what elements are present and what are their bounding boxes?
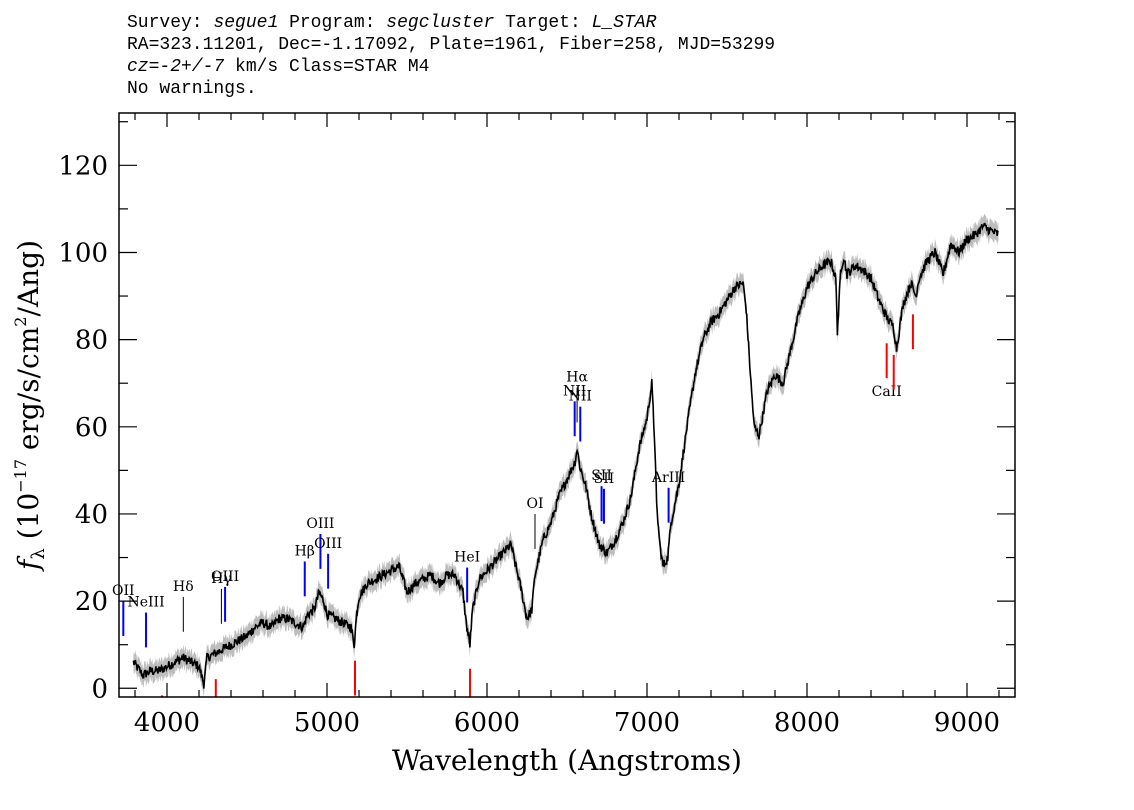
header-line-warnings: No warnings.	[127, 79, 257, 99]
target-value: L_STAR	[591, 13, 657, 33]
y-tick-label: 100	[58, 238, 108, 268]
x-tick-label: 9000	[934, 708, 1000, 738]
program-label: Program:	[289, 13, 376, 33]
redshift-value: cz=-2+/-7	[127, 57, 225, 77]
program-value: segcluster	[386, 13, 495, 33]
plot-frame	[118, 112, 1016, 698]
x-axis-title: Wavelength (Angstroms)	[392, 744, 742, 777]
y-tick-label: 20	[75, 587, 108, 617]
y-tick-label: 60	[75, 413, 108, 443]
tick-labels: 4000 5000 6000 7000 8000 9000 0 20 40 60 80 100 120	[58, 151, 1000, 738]
flux-line	[132, 222, 1000, 689]
line-label: OI	[526, 496, 543, 512]
line-label: NII	[569, 389, 592, 405]
line-label: SII	[594, 471, 615, 487]
line-label: Hβ	[295, 543, 315, 559]
x-tick-label: 6000	[454, 708, 520, 738]
spectral-lines: OIINeIIIHδHγOIIIHβOIIIOIIIHeIOINIIHαNIIS…	[112, 314, 914, 697]
x-tick-label: 5000	[294, 708, 360, 738]
line-label: NeIII	[127, 595, 164, 611]
header-line-redshift: cz=-2+/-7 km/s Class=STAR M4	[127, 56, 775, 78]
line-label: Hδ	[173, 579, 194, 595]
line-label: Hα	[566, 370, 588, 386]
class-value: km/s Class=STAR M4	[224, 57, 430, 77]
header-line-survey: Survey: segue1 Program: segcluster Targe…	[127, 12, 775, 34]
flux-error-band	[133, 214, 999, 697]
line-label: ArIII	[651, 470, 685, 486]
x-tick-label: 4000	[134, 708, 200, 738]
y-tick-label: 120	[58, 151, 108, 181]
spectrum-header: Survey: segue1 Program: segcluster Targe…	[127, 12, 775, 100]
line-label: SII	[591, 468, 612, 484]
survey-label: Survey:	[127, 13, 203, 33]
y-axis-title: fλ (10−17 erg/s/cm2/Ang)	[11, 240, 49, 572]
y-tick-label: 40	[75, 500, 108, 530]
axis-ticks	[119, 113, 1015, 697]
survey-value: segue1	[213, 13, 279, 33]
header-line-coordinates: RA=323.11201, Dec=-1.17092, Plate=1961, …	[127, 35, 776, 55]
line-label: OIII	[314, 536, 342, 552]
line-label: OIII	[306, 516, 334, 532]
line-label: NII	[563, 383, 586, 399]
svg-text:fλ (10−17 erg/s/cm2/Ang): fλ (10−17 erg/s/cm2/Ang)	[11, 240, 49, 572]
line-label: OIII	[211, 569, 239, 585]
line-label: CaII	[872, 384, 902, 400]
line-label: OII	[112, 583, 135, 599]
line-label: HeI	[454, 550, 480, 566]
x-tick-label: 7000	[614, 708, 680, 738]
y-tick-label: 0	[91, 674, 108, 704]
target-label: Target:	[505, 13, 581, 33]
line-label: Hγ	[211, 571, 232, 587]
y-tick-label: 80	[75, 326, 108, 356]
x-tick-label: 8000	[774, 708, 840, 738]
flux-series	[132, 214, 1000, 697]
